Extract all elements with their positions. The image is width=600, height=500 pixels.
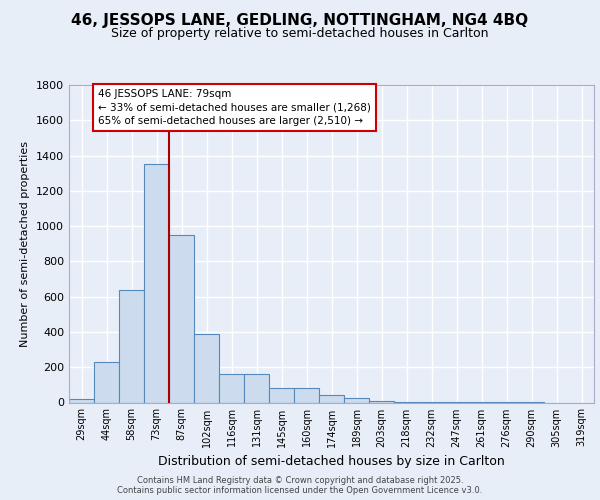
Bar bbox=[295, 388, 319, 402]
Bar bbox=[244, 374, 269, 402]
Bar bbox=[94, 362, 119, 403]
Bar bbox=[169, 235, 194, 402]
Bar bbox=[119, 290, 143, 403]
Text: 46, JESSOPS LANE, GEDLING, NOTTINGHAM, NG4 4BQ: 46, JESSOPS LANE, GEDLING, NOTTINGHAM, N… bbox=[71, 12, 529, 28]
Bar bbox=[344, 398, 368, 402]
Bar bbox=[319, 396, 344, 402]
Bar bbox=[194, 334, 218, 402]
Text: Size of property relative to semi-detached houses in Carlton: Size of property relative to semi-detach… bbox=[111, 28, 489, 40]
Bar bbox=[70, 399, 94, 402]
Bar bbox=[145, 164, 169, 402]
X-axis label: Distribution of semi-detached houses by size in Carlton: Distribution of semi-detached houses by … bbox=[158, 455, 505, 468]
Y-axis label: Number of semi-detached properties: Number of semi-detached properties bbox=[20, 141, 31, 347]
Bar bbox=[220, 374, 244, 402]
Text: Contains HM Land Registry data © Crown copyright and database right 2025.
Contai: Contains HM Land Registry data © Crown c… bbox=[118, 476, 482, 495]
Bar bbox=[370, 400, 394, 402]
Bar bbox=[269, 388, 293, 402]
Text: 46 JESSOPS LANE: 79sqm
← 33% of semi-detached houses are smaller (1,268)
65% of : 46 JESSOPS LANE: 79sqm ← 33% of semi-det… bbox=[98, 90, 371, 126]
